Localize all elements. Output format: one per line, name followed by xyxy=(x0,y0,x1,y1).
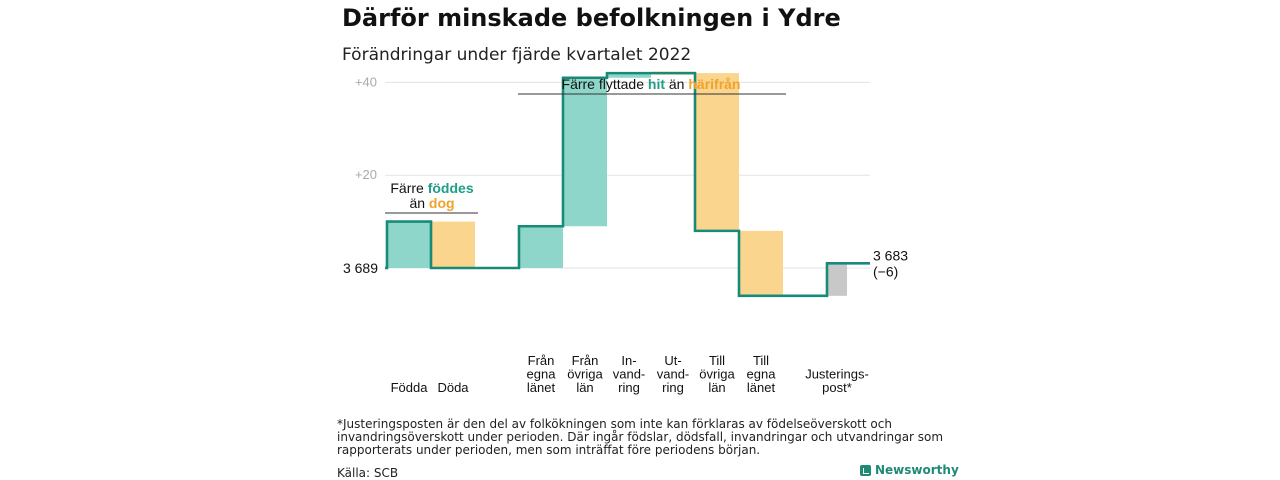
bar xyxy=(431,221,475,268)
end-value-label: 3 683 xyxy=(873,247,908,263)
newsworthy-logo-icon xyxy=(860,464,871,476)
x-category-label: egna xyxy=(527,367,557,382)
x-category-label: Födda xyxy=(391,380,429,395)
x-category-label: övriga xyxy=(699,367,735,382)
chart-title: Därför minskade befolkningen i Ydre xyxy=(342,4,841,32)
bar xyxy=(607,73,651,78)
x-category-label: Ut- xyxy=(664,353,681,368)
brand-name: Newsworthy xyxy=(875,463,959,477)
chart-subtitle: Förändringar under fjärde kvartalet 2022 xyxy=(342,45,692,65)
start-value-label: 3 689 xyxy=(343,260,378,276)
bar xyxy=(827,263,847,296)
x-category-label: egna xyxy=(747,367,777,382)
x-category-label: länet xyxy=(527,380,556,395)
x-category-label: Till xyxy=(753,353,769,368)
y-tick-label: +40 xyxy=(355,74,377,89)
end-change-label: (−6) xyxy=(873,263,898,279)
source-label: Källa: SCB xyxy=(337,466,399,480)
x-category-label: länet xyxy=(747,380,776,395)
x-category-label: Från xyxy=(528,353,555,368)
x-category-label: vand- xyxy=(657,367,690,382)
bar xyxy=(739,230,783,296)
x-category-label: Döda xyxy=(437,380,469,395)
x-category-label: vand- xyxy=(613,367,646,382)
x-category-label: län xyxy=(576,380,593,395)
brand-logo: Newsworthy xyxy=(860,463,959,477)
annotation-migration: Färre flyttade hit än härifrån xyxy=(562,76,741,92)
x-category-label: ring xyxy=(662,380,684,395)
x-category-label: övriga xyxy=(567,367,603,382)
x-category-label: Från xyxy=(572,353,599,368)
cumulative-line xyxy=(385,71,870,298)
annotation-births-deaths-line2: än dog xyxy=(409,195,454,211)
bar xyxy=(387,221,431,268)
x-category-label: Till xyxy=(709,353,725,368)
annotation-births-deaths: Färre föddes xyxy=(390,180,473,196)
x-category-label: post* xyxy=(822,380,852,395)
y-tick-label: +20 xyxy=(355,167,377,182)
x-category-label: ring xyxy=(618,380,640,395)
x-category-label: län xyxy=(708,380,725,395)
bar xyxy=(563,77,607,227)
footnote: *Justeringsposten är den del av folkökni… xyxy=(337,417,944,457)
x-category-label: Justerings- xyxy=(805,367,869,382)
x-category-label: In- xyxy=(621,353,636,368)
bar xyxy=(695,73,739,231)
bar xyxy=(519,226,563,268)
